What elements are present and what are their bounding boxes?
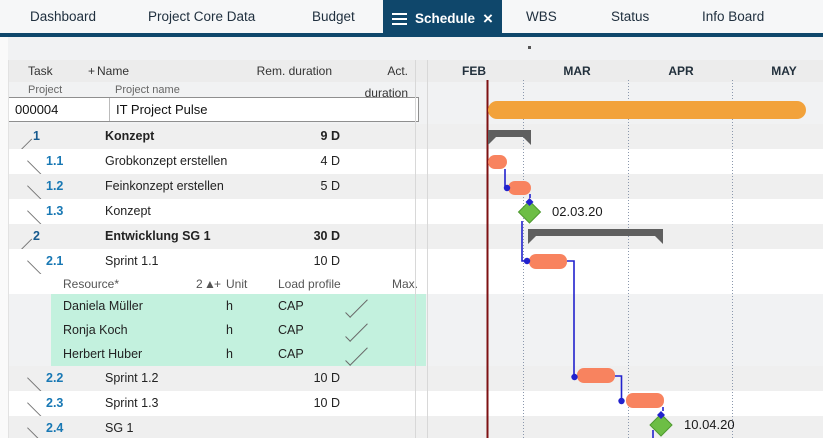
sort-asc-icon[interactable]: ▲ (204, 277, 216, 291)
resource-row[interactable]: Herbert Huber h CAP (8, 342, 823, 366)
sort-count[interactable]: 2 (196, 277, 203, 291)
task-name: Konzept (105, 204, 151, 218)
marker-dot (528, 46, 531, 49)
task-rem-duration: 5 D (320, 179, 340, 193)
resource-name: Daniela Müller (63, 299, 143, 313)
task-rem-duration (248, 199, 340, 224)
add-column-icon[interactable]: + (88, 64, 96, 78)
month-may: MAY (771, 64, 797, 78)
chevron-down-icon[interactable] (345, 319, 368, 342)
resource-highlight-block (51, 294, 426, 366)
resource-load-profile[interactable]: CAP (278, 347, 304, 361)
resource-load-profile[interactable]: CAP (278, 323, 304, 337)
resource-row[interactable]: Daniela Müller h CAP (8, 294, 823, 318)
project-name-field[interactable]: IT Project Pulse (116, 102, 208, 117)
table-left-border (8, 60, 9, 438)
tab-status[interactable]: Status (611, 9, 650, 24)
gantt-project-bar[interactable] (488, 101, 806, 119)
task-rem-duration: 10 D (313, 396, 340, 410)
col-unit[interactable]: Unit (226, 277, 248, 291)
project-label: Project (28, 84, 63, 96)
close-icon[interactable]: × (483, 9, 493, 28)
tab-schedule-label: Schedule (415, 11, 476, 26)
menu-icon[interactable] (392, 12, 408, 25)
field-divider (109, 98, 110, 121)
gantt-left-border (427, 60, 428, 438)
col-name[interactable]: Name (97, 64, 130, 78)
task-number[interactable]: 1 (33, 129, 40, 143)
col-load-profile[interactable]: Load profile (278, 277, 341, 291)
task-number[interactable]: 1.1 (46, 154, 64, 168)
tab-wbs[interactable]: WBS (526, 9, 557, 24)
table-gantt-splitter[interactable] (415, 60, 416, 438)
task-name: Sprint 1.2 (105, 371, 159, 385)
tab-schedule[interactable]: Schedule × (383, 0, 502, 37)
task-number[interactable]: 1.2 (46, 179, 64, 193)
col-task[interactable]: Task (28, 64, 53, 78)
task-name: Konzept (105, 129, 155, 143)
resource-name: Herbert Huber (63, 347, 143, 361)
task-rem-duration: 10 D (313, 371, 340, 385)
project-input-row: 000004 IT Project Pulse (8, 97, 419, 122)
task-rem-duration: 10 D (313, 254, 340, 268)
task-name: Entwicklung SG 1 (105, 229, 211, 243)
resource-unit: h (226, 323, 233, 337)
tab-project-core-data[interactable]: Project Core Data (148, 9, 256, 24)
add-resource-icon[interactable]: + (214, 277, 222, 291)
task-number[interactable]: 2.1 (46, 254, 64, 268)
milestone-date-label: 10.04.20 (684, 417, 735, 432)
tab-dashboard[interactable]: Dashboard (30, 9, 97, 24)
project-name-label: Project name (115, 84, 180, 96)
task-number[interactable]: 1.3 (46, 204, 64, 218)
tab-budget[interactable]: Budget (312, 9, 355, 24)
task-number[interactable]: 2.2 (46, 371, 64, 385)
resource-unit: h (226, 299, 233, 313)
tab-bar: Dashboard Project Core Data Budget Sched… (0, 0, 823, 37)
task-number[interactable]: 2.3 (46, 396, 64, 410)
month-apr: APR (668, 64, 694, 78)
task-rem-duration: 9 D (320, 129, 340, 143)
milestone-date-label: 02.03.20 (552, 204, 603, 219)
month-feb: FEB (462, 64, 486, 78)
resource-row[interactable]: Ronja Koch h CAP (8, 318, 823, 342)
task-number[interactable]: 2 (33, 229, 40, 243)
task-name: Sprint 1.1 (105, 254, 159, 268)
task-name: Grobkonzept erstellen (105, 154, 228, 168)
chevron-down-icon[interactable] (345, 343, 368, 366)
task-name: Sprint 1.3 (105, 396, 159, 410)
col-resource[interactable]: Resource* (63, 277, 120, 291)
chevron-down-icon[interactable] (345, 295, 368, 318)
resource-unit: h (226, 347, 233, 361)
col-act-duration[interactable]: Act. duration (364, 64, 408, 100)
left-gutter (0, 37, 8, 438)
task-rem-duration: 4 D (320, 154, 340, 168)
col-max[interactable]: Max. (392, 277, 419, 291)
task-number[interactable]: 2.4 (46, 421, 64, 435)
task-name: Feinkonzept erstellen (105, 179, 224, 193)
month-mar: MAR (563, 64, 591, 78)
resource-name: Ronja Koch (63, 323, 128, 337)
tab-info-board[interactable]: Info Board (702, 9, 765, 24)
task-name: SG 1 (105, 421, 134, 435)
chevron-right-icon[interactable] (22, 427, 47, 438)
col-rem-duration[interactable]: Rem. duration (256, 64, 332, 78)
task-rem-duration: 30 D (313, 229, 340, 243)
project-id-field[interactable]: 000004 (15, 102, 59, 117)
resource-load-profile[interactable]: CAP (278, 299, 304, 313)
